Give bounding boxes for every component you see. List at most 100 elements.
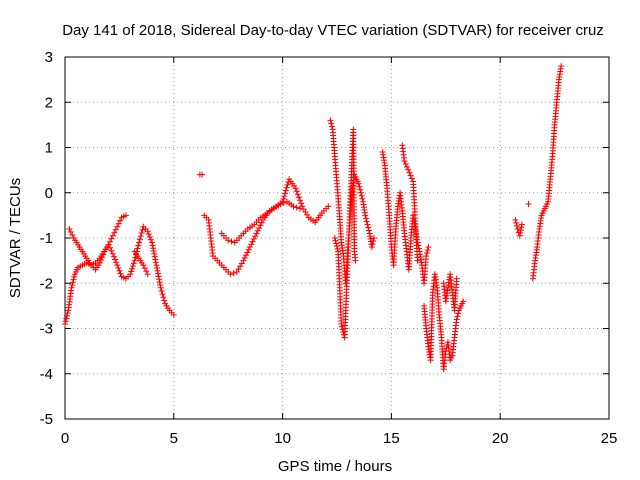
data-point xyxy=(338,320,345,327)
y-tick-label: 1 xyxy=(45,140,53,157)
data-point xyxy=(108,247,115,254)
data-point xyxy=(297,205,304,212)
data-point xyxy=(407,172,414,179)
y-tick-label: -4 xyxy=(40,366,53,383)
data-point xyxy=(297,197,304,204)
data-point xyxy=(108,235,115,242)
data-point xyxy=(122,212,129,219)
data-point xyxy=(129,263,136,270)
data-point xyxy=(114,223,121,230)
data-point xyxy=(115,264,122,271)
data-point xyxy=(155,270,162,277)
data-point xyxy=(357,186,364,193)
data-point xyxy=(106,244,113,251)
x-axis: 0 5 10 15 20 25 xyxy=(61,57,617,447)
data-point xyxy=(63,312,70,319)
data-point xyxy=(240,257,247,264)
data-point xyxy=(290,203,297,210)
y-axis-label: SDTVAR / TECUs xyxy=(7,178,24,298)
data-point xyxy=(280,199,287,206)
data-point xyxy=(69,282,76,289)
data-point xyxy=(513,222,520,229)
data-point xyxy=(423,253,430,260)
data-point xyxy=(70,276,77,283)
data-point xyxy=(277,201,284,208)
data-point xyxy=(144,271,151,278)
data-point xyxy=(157,281,164,288)
data-point xyxy=(517,229,524,236)
data-point xyxy=(111,229,118,236)
data-point xyxy=(246,244,253,251)
data-point xyxy=(145,231,152,238)
data-point xyxy=(137,233,144,240)
data-point xyxy=(352,257,359,264)
data-point xyxy=(136,236,143,243)
data-point xyxy=(150,245,157,252)
data-point xyxy=(292,185,299,192)
data-points xyxy=(62,63,565,373)
data-point xyxy=(152,256,159,263)
y-tick-label: 3 xyxy=(45,49,53,66)
data-point xyxy=(160,294,167,301)
data-point xyxy=(333,240,340,247)
data-point xyxy=(156,279,163,286)
data-point xyxy=(453,275,460,282)
data-point xyxy=(199,171,206,178)
x-tick-label: 0 xyxy=(61,430,69,447)
data-point xyxy=(109,250,116,257)
data-point xyxy=(112,256,119,263)
data-point xyxy=(248,241,255,248)
data-point xyxy=(152,259,159,266)
data-point xyxy=(425,244,432,251)
data-point xyxy=(114,262,121,269)
data-point xyxy=(370,235,377,241)
data-point xyxy=(153,262,160,269)
data-point xyxy=(138,230,145,237)
data-point xyxy=(130,260,137,267)
data-point xyxy=(225,237,232,244)
data-point xyxy=(146,233,153,240)
data-point xyxy=(454,313,461,320)
data-point xyxy=(369,241,376,248)
data-point xyxy=(513,219,520,226)
data-point xyxy=(250,235,257,242)
y-tick-label: -3 xyxy=(40,321,53,338)
data-point xyxy=(257,222,264,229)
data-point xyxy=(68,284,75,291)
data-point xyxy=(365,227,372,234)
data-point xyxy=(127,271,134,278)
data-point xyxy=(355,180,362,187)
data-point xyxy=(141,265,148,272)
data-point xyxy=(161,297,168,304)
data-point xyxy=(97,257,104,264)
data-point xyxy=(155,273,162,280)
data-point xyxy=(139,226,146,233)
data-point xyxy=(293,204,300,211)
data-point xyxy=(331,235,338,241)
data-point xyxy=(170,311,177,318)
data-point xyxy=(151,253,158,260)
data-point xyxy=(64,310,71,317)
data-point xyxy=(334,245,341,252)
data-point xyxy=(131,257,138,264)
data-point xyxy=(362,212,369,219)
data-point xyxy=(140,262,147,269)
data-point xyxy=(518,221,525,228)
x-tick-label: 15 xyxy=(383,430,400,447)
data-point xyxy=(364,221,371,228)
data-point xyxy=(156,276,163,283)
data-point xyxy=(230,270,237,277)
data-point xyxy=(281,193,288,200)
data-point xyxy=(328,123,335,130)
data-point xyxy=(228,238,235,245)
data-point xyxy=(227,271,234,278)
data-point xyxy=(333,243,340,250)
data-point xyxy=(517,227,524,234)
y-tick-label: -1 xyxy=(40,230,53,247)
data-point xyxy=(403,163,410,170)
x-axis-label: GPS time / hours xyxy=(278,458,392,475)
data-point xyxy=(109,232,116,239)
data-point xyxy=(243,252,250,259)
data-point xyxy=(252,233,259,240)
x-tick-label: 5 xyxy=(170,430,178,447)
